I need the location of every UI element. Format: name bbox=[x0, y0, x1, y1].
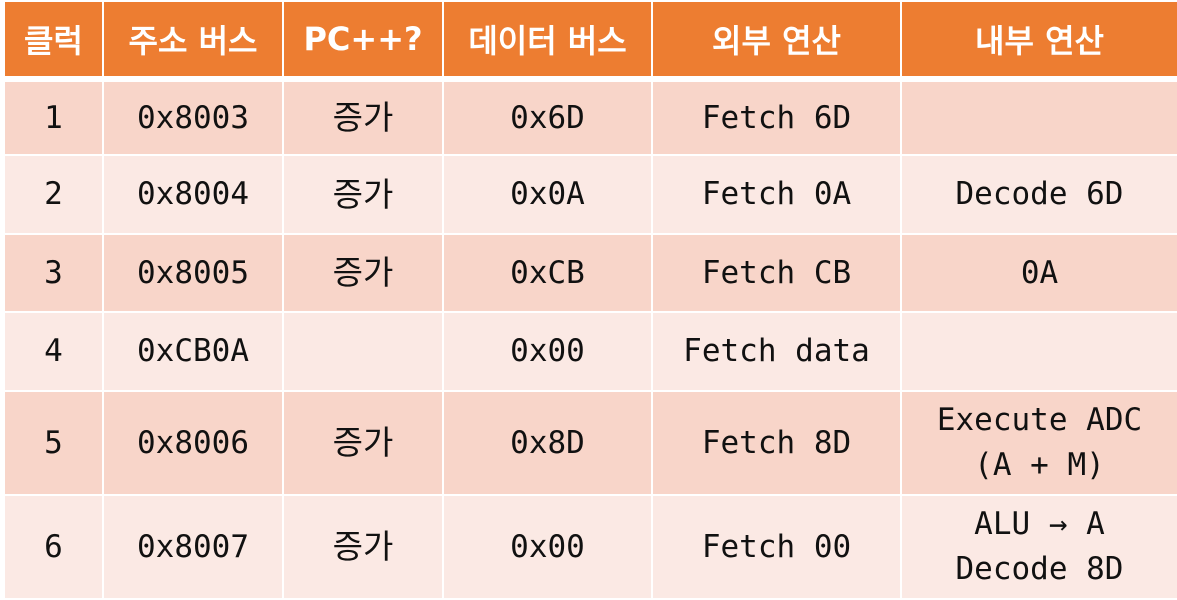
cell-pc: 증가 bbox=[282, 233, 444, 313]
header-address-bus: 주소 버스 bbox=[102, 0, 284, 82]
cell-pc: 증가 bbox=[282, 154, 444, 235]
internal-line-2: (A + M) bbox=[974, 447, 1105, 483]
internal-line-1: Execute ADC bbox=[936, 402, 1143, 439]
cell-external: Fetch data bbox=[651, 311, 902, 392]
table-row: 1 0x8003 증가 0x6D Fetch 6D bbox=[3, 78, 1177, 156]
cell-external: Fetch 0A bbox=[651, 154, 902, 235]
cell-internal: Decode 6D bbox=[900, 154, 1177, 235]
header-row: 클럭 주소 버스 PC++? 데이터 버스 외부 연산 내부 연산 bbox=[3, 0, 1177, 82]
cell-external: Fetch CB bbox=[651, 233, 902, 313]
cell-data: 0x8D bbox=[442, 390, 653, 496]
clock-cycle-table: 클럭 주소 버스 PC++? 데이터 버스 외부 연산 내부 연산 1 0x80… bbox=[3, 0, 1177, 600]
cell-internal bbox=[900, 78, 1177, 156]
cell-internal: ALU → A Decode 8D bbox=[900, 494, 1177, 600]
table-row: 2 0x8004 증가 0x0A Fetch 0A Decode 6D bbox=[3, 154, 1177, 235]
table-row: 5 0x8006 증가 0x8D Fetch 8D Execute ADC (A… bbox=[3, 390, 1177, 496]
cell-data: 0x6D bbox=[442, 78, 653, 156]
internal-line-1: Decode 6D bbox=[955, 176, 1124, 213]
cell-address: 0x8004 bbox=[102, 154, 284, 235]
internal-line-1: 0A bbox=[1020, 254, 1059, 291]
cell-external: Fetch 6D bbox=[651, 78, 902, 156]
cell-data: 0x00 bbox=[442, 494, 653, 600]
cell-data: 0x0A bbox=[442, 154, 653, 235]
table-row: 4 0xCB0A 0x00 Fetch data bbox=[3, 311, 1177, 392]
cell-address: 0xCB0A bbox=[102, 311, 284, 392]
cell-clock: 4 bbox=[3, 311, 104, 392]
header-clock: 클럭 bbox=[3, 0, 104, 82]
header-pc-increment: PC++? bbox=[282, 0, 444, 82]
internal-line-2: Decode 8D bbox=[955, 551, 1124, 587]
internal-line-1: ALU → A bbox=[974, 506, 1105, 543]
cell-clock: 2 bbox=[3, 154, 104, 235]
cell-address: 0x8006 bbox=[102, 390, 284, 496]
cell-address: 0x8005 bbox=[102, 233, 284, 313]
cell-address: 0x8003 bbox=[102, 78, 284, 156]
cell-external: Fetch 8D bbox=[651, 390, 902, 496]
cell-internal: Execute ADC (A + M) bbox=[900, 390, 1177, 496]
cell-address: 0x8007 bbox=[102, 494, 284, 600]
header-internal-op: 내부 연산 bbox=[900, 0, 1177, 82]
table-row: 6 0x8007 증가 0x00 Fetch 00 ALU → A Decode… bbox=[3, 494, 1177, 600]
header-external-op: 외부 연산 bbox=[651, 0, 902, 82]
table-row: 3 0x8005 증가 0xCB Fetch CB 0A bbox=[3, 233, 1177, 313]
cell-data: 0xCB bbox=[442, 233, 653, 313]
cell-clock: 3 bbox=[3, 233, 104, 313]
cell-pc bbox=[282, 311, 444, 392]
header-data-bus: 데이터 버스 bbox=[442, 0, 653, 82]
cell-data: 0x00 bbox=[442, 311, 653, 392]
cell-clock: 5 bbox=[3, 390, 104, 496]
cell-pc: 증가 bbox=[282, 390, 444, 496]
cell-external: Fetch 00 bbox=[651, 494, 902, 600]
cell-clock: 6 bbox=[3, 494, 104, 600]
cell-internal: 0A bbox=[900, 233, 1177, 313]
cell-pc: 증가 bbox=[282, 78, 444, 156]
cell-internal bbox=[900, 311, 1177, 392]
cell-pc: 증가 bbox=[282, 494, 444, 600]
cell-clock: 1 bbox=[3, 78, 104, 156]
